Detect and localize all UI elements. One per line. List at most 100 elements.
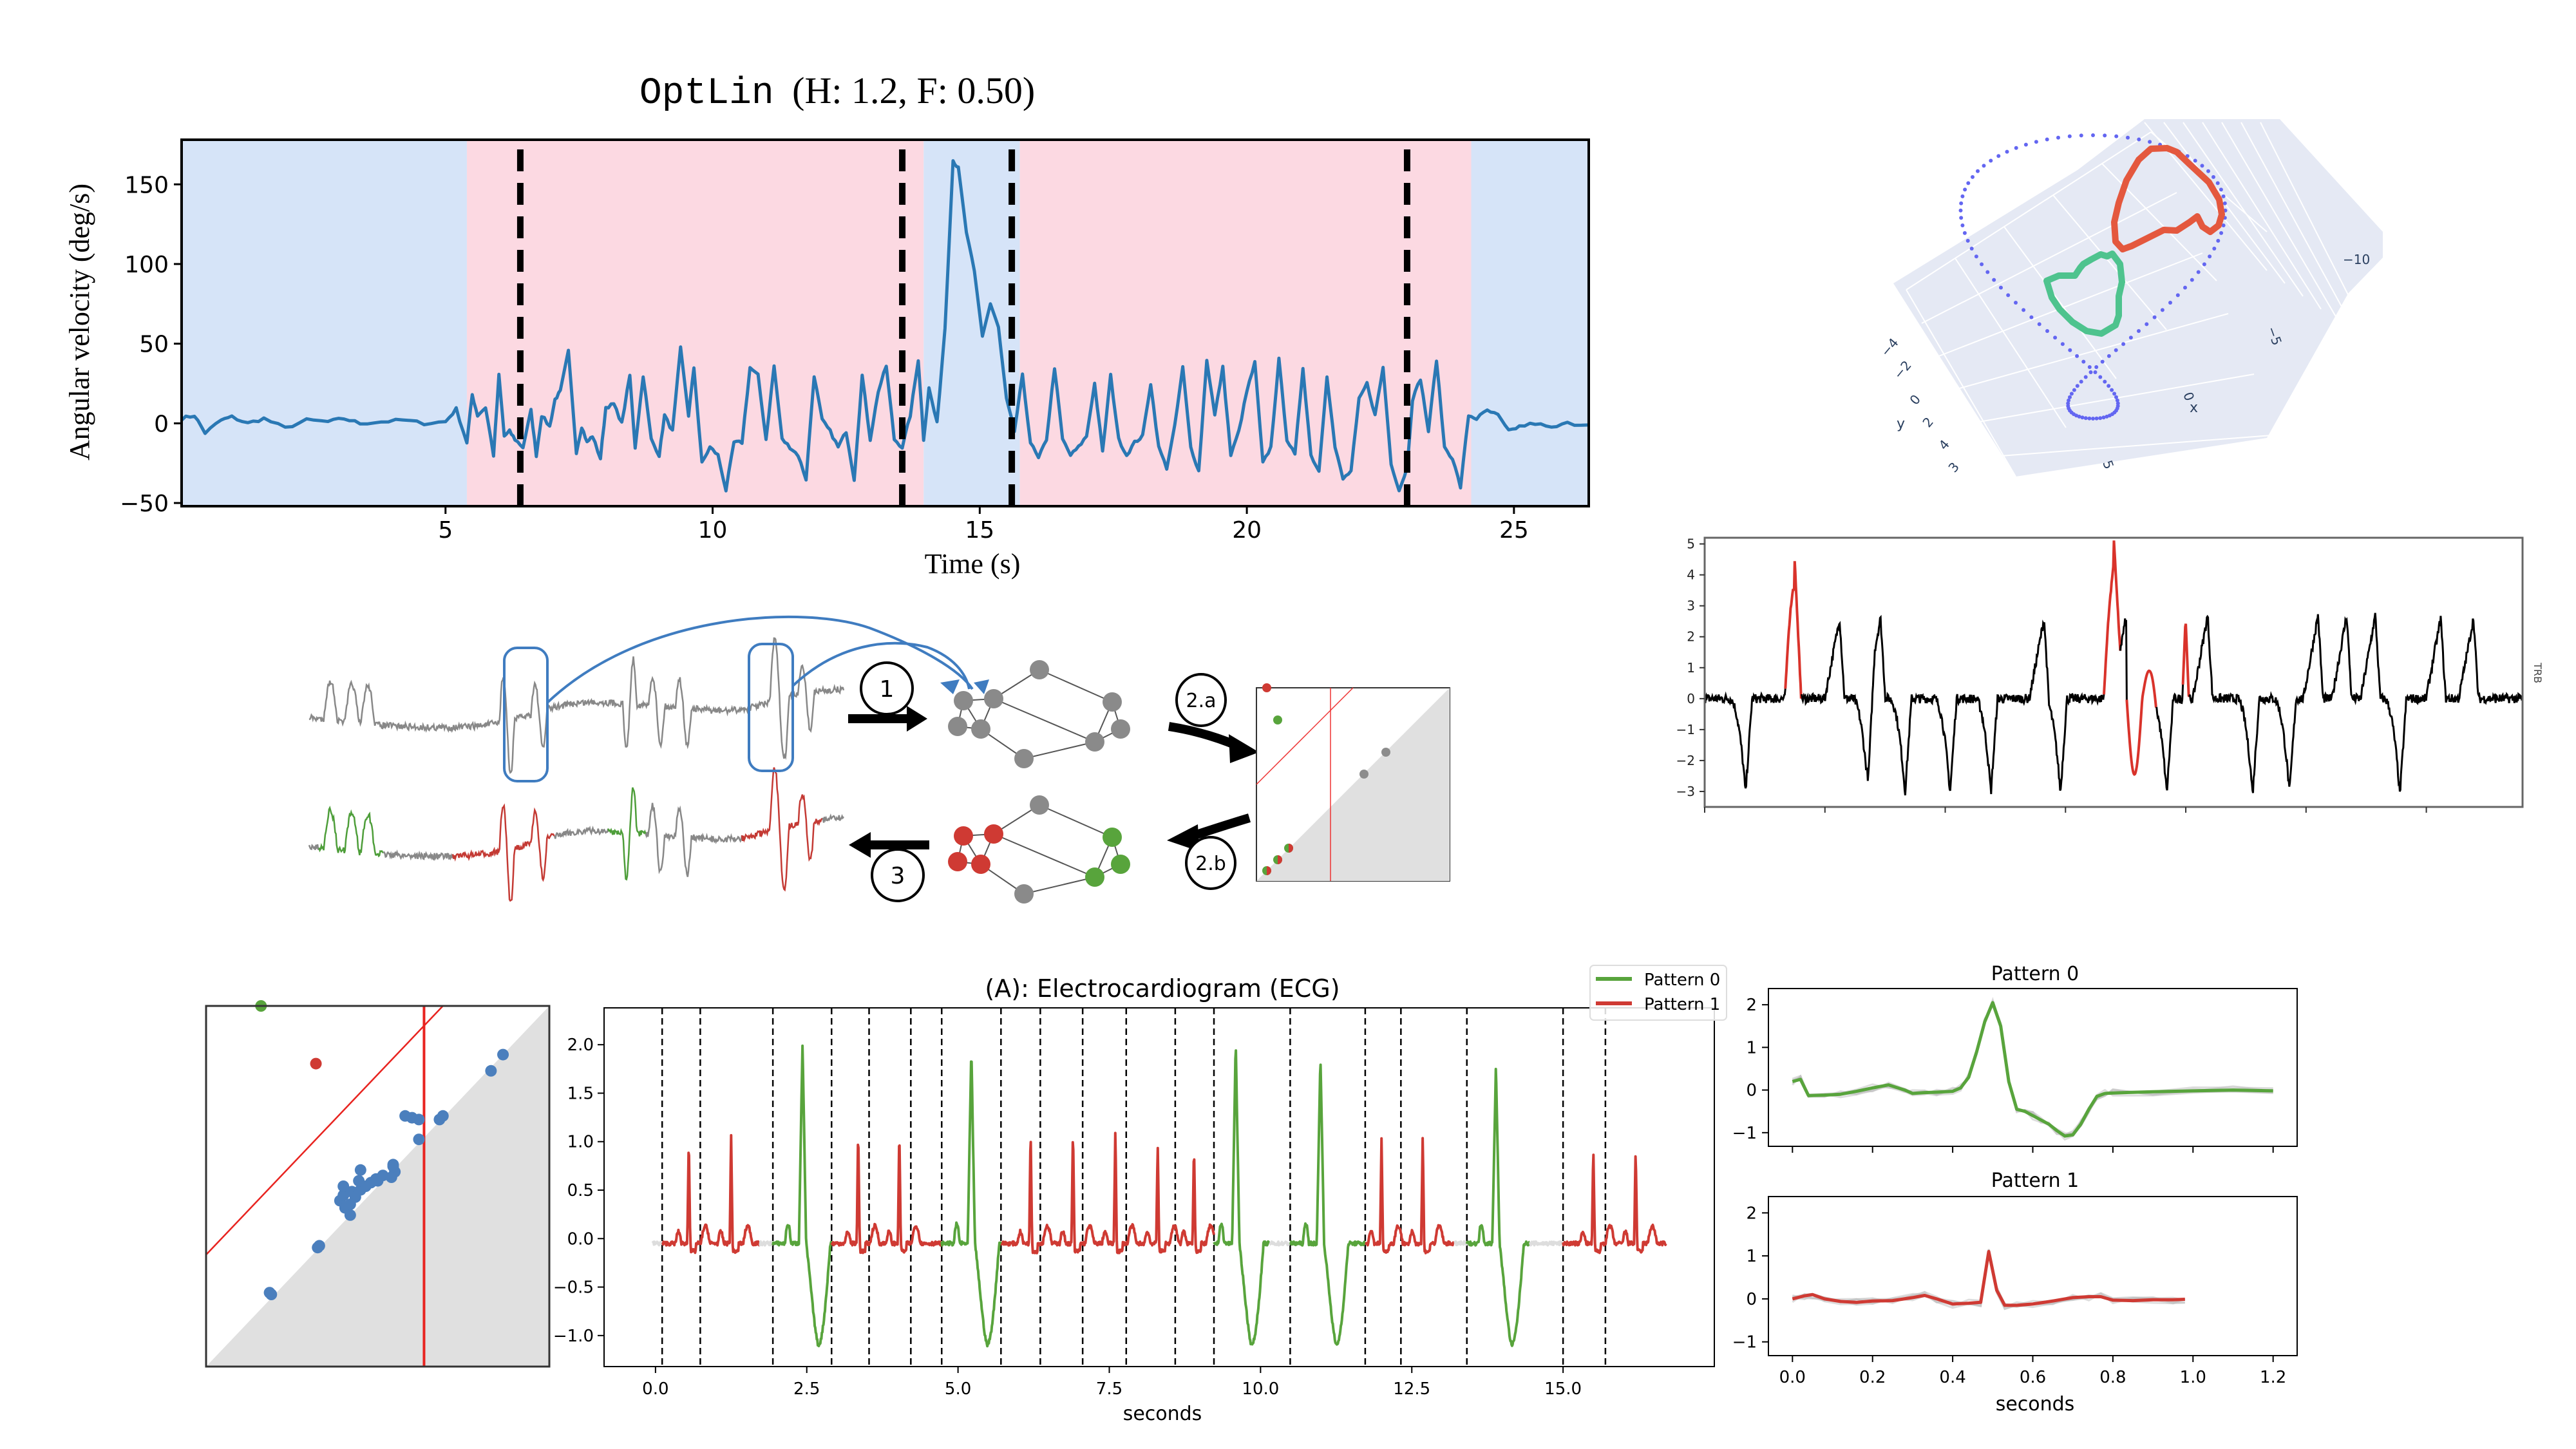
y-tick-label: −1 xyxy=(1732,1124,1757,1143)
mini-pd-half-red xyxy=(1278,855,1282,864)
grid-line xyxy=(1983,434,2280,458)
scatter3d-dot xyxy=(1985,270,1990,274)
x-tick-label: 15 xyxy=(965,517,994,544)
scatter3d-dot xyxy=(2083,375,2088,379)
scatter3d-dot xyxy=(2053,336,2058,340)
graph-node xyxy=(1103,828,1122,847)
optlin-xlabel: Time (s) xyxy=(925,548,1021,580)
pd-frame xyxy=(205,1005,551,1368)
ecg-chart: (A): Electrocardiogram (ECG) −1.0 −0.5 0.0… xyxy=(553,965,1727,1425)
diagram-signals xyxy=(308,637,845,902)
optlin-region-blue xyxy=(182,140,467,506)
graph-node xyxy=(948,852,967,871)
ecg-pattern-0-segment xyxy=(940,1060,1003,1348)
scatter3d-dot xyxy=(2206,169,2210,173)
pd-point-blue xyxy=(387,1159,399,1171)
ecg-xlabel: seconds xyxy=(1123,1403,1202,1425)
trb-red-segment xyxy=(1784,561,1803,699)
diagram-graphs xyxy=(948,660,1130,904)
pattern-1-chart: Pattern 1 −1 0 1 2 0.0 0.2 0.4 0.6 0.8 1.0 1.2 se… xyxy=(1732,1170,2298,1416)
grid-line xyxy=(1967,374,2255,424)
mapping-arrow-right xyxy=(791,641,971,690)
scatter3d-dot xyxy=(1974,254,1978,259)
graph-node xyxy=(1030,795,1049,815)
graph-node xyxy=(971,855,990,874)
x-tick-label: 0.8 xyxy=(2099,1368,2126,1387)
trb-black-segment xyxy=(2119,618,2128,700)
trb-black-segment xyxy=(2155,684,2184,791)
scatter3d-dot xyxy=(2212,247,2217,251)
y-tick-label: 0 xyxy=(1746,1081,1757,1101)
y-tick-label: −3 xyxy=(1676,784,1695,799)
scatter3d-dot xyxy=(2110,388,2114,392)
pd-threshold-lines xyxy=(205,1005,444,1367)
x-tick-label: 0.0 xyxy=(1779,1368,1806,1387)
ecg-unassigned-segment xyxy=(1453,1240,1468,1247)
scatter3d-dot xyxy=(2006,293,2011,298)
mapping-arrow-left xyxy=(547,615,974,703)
grid-line xyxy=(2202,122,2322,310)
x-tick-label: 12.5 xyxy=(1393,1379,1430,1399)
x-tick-label: 10.0 xyxy=(1242,1379,1279,1399)
y-tick-label: −1 xyxy=(1732,1333,1757,1352)
pattern-1-title: Pattern 1 xyxy=(1991,1170,2079,1192)
pd-point-blue xyxy=(485,1065,497,1077)
pd-point-blue xyxy=(313,1240,325,1252)
trb-y-ticks: −3 −2 −1 0 1 2 3 4 5 xyxy=(1676,536,1705,799)
persistence-diagram xyxy=(205,1000,551,1368)
grid-line xyxy=(1906,289,2016,477)
graph-node xyxy=(984,824,1003,844)
scatter3d-dot xyxy=(2098,416,2103,421)
x-tick-label: 0.0 xyxy=(642,1379,668,1399)
graph-node xyxy=(948,717,967,736)
graph-node xyxy=(1111,855,1130,874)
y-tick-label: 100 xyxy=(124,252,169,278)
graph-edge xyxy=(1039,804,1113,838)
trb-black-segment xyxy=(1801,614,2105,796)
diagram-arrows xyxy=(848,706,1259,858)
legend-label-pattern-1: Pattern 1 xyxy=(1644,995,1720,1014)
x-tick-label: 2.5 xyxy=(793,1379,820,1399)
pat0-mean-line xyxy=(1792,1001,2273,1138)
x-tick-label: 0.4 xyxy=(1939,1368,1965,1387)
scatter3d-dot xyxy=(2126,135,2130,140)
scatter3d-dot xyxy=(2091,133,2095,137)
scatter3d-chart: −10 −5 0 5 x −4 −2 0 2 4 3 y xyxy=(1877,119,2383,477)
diagram-signal-colored xyxy=(553,826,609,839)
scatter3d-dot xyxy=(1969,247,1974,251)
scatter3d-dot xyxy=(2115,398,2119,402)
scatter3d-dot xyxy=(1959,201,1964,205)
scatter3d-dot xyxy=(2087,416,2092,421)
pd-point-blue xyxy=(354,1164,366,1176)
x-tick-label: 1.2 xyxy=(2260,1368,2286,1387)
scatter3d-dot xyxy=(2014,146,2018,150)
x-tick-label: 0.6 xyxy=(2020,1368,2046,1387)
pd-point-blue xyxy=(413,1133,425,1146)
pd-point-blue xyxy=(337,1180,350,1192)
graph-node xyxy=(1103,692,1122,712)
y-tick-label: 2 xyxy=(1687,629,1695,645)
x-tick-label: 5 xyxy=(438,517,453,544)
pattern-0-chart: Pattern 0 −1 0 1 2 xyxy=(1732,963,2298,1153)
grid-line xyxy=(2101,163,2217,281)
optlin-title: OptLin (H: 1.2, F: 0.50) xyxy=(639,68,1035,115)
scatter3d-dot xyxy=(2079,133,2083,138)
scatter3d-dot xyxy=(1963,187,1967,192)
scatter3d-dot xyxy=(2103,133,2107,138)
optlin-axes-frame xyxy=(180,138,1590,507)
arrowhead-icon xyxy=(940,679,960,694)
scatter3d-dot xyxy=(2152,315,2157,319)
optlin-title-method: OptLin xyxy=(639,73,774,115)
y-tick-label: 1.0 xyxy=(567,1133,594,1152)
scatter3d-dot xyxy=(2168,301,2172,305)
pd-point-blue xyxy=(353,1175,365,1187)
ecg-pattern-0-segment xyxy=(1289,1063,1367,1346)
step-2a-circle xyxy=(1175,673,1227,727)
scatter3d-dot xyxy=(2219,231,2224,235)
scatter3d-dot xyxy=(2208,254,2212,259)
pd-point-blue xyxy=(344,1209,356,1221)
ecg-legend: Pattern 0 Pattern 1 xyxy=(1589,965,1727,1021)
grid-line xyxy=(2221,122,2340,323)
pat1-mean-line xyxy=(1792,1249,2185,1307)
